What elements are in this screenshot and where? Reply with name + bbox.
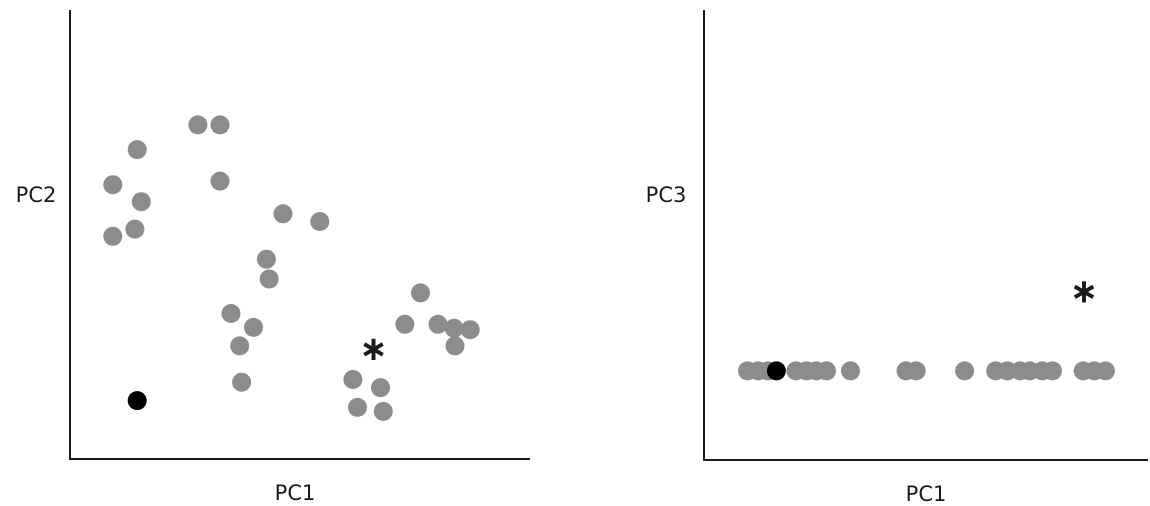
data-point (244, 317, 263, 337)
highlight-point (127, 391, 147, 411)
data-point (103, 226, 123, 246)
data-point (1043, 361, 1062, 381)
data-point (210, 115, 230, 135)
data-point (131, 192, 151, 212)
data-point (259, 269, 279, 289)
data-point (395, 314, 415, 334)
data-point (125, 219, 145, 239)
data-point (103, 175, 123, 195)
data-point (273, 204, 293, 224)
asterisk-marker: ∗ (359, 329, 388, 369)
data-point (428, 314, 448, 334)
y-axis-label: PC2 (16, 183, 57, 207)
x-axis-label: PC1 (275, 481, 316, 505)
y-axis-label: PC3 (646, 183, 687, 207)
data-point (127, 140, 147, 160)
data-point (256, 249, 276, 269)
data-point (841, 361, 860, 381)
x-axis-label: PC1 (906, 482, 947, 506)
data-point (411, 283, 430, 303)
data-point (230, 336, 250, 356)
data-point (445, 336, 465, 356)
data-point (348, 397, 367, 417)
data-points: ∗ (738, 271, 1115, 381)
data-point (955, 361, 975, 381)
data-point (221, 304, 241, 323)
data-point (817, 361, 836, 381)
data-point (343, 370, 363, 389)
pc1-pc3-scatter-plot: PC3 PC1 ∗ (646, 10, 1148, 506)
data-point (373, 401, 393, 421)
asterisk-marker: ∗ (1070, 271, 1099, 311)
data-point (210, 171, 230, 191)
data-point (460, 320, 480, 340)
pc1-pc2-scatter-plot: PC2 PC1 ∗ (16, 10, 530, 505)
data-point (444, 318, 464, 338)
data-point (188, 115, 208, 135)
data-points: ∗ (103, 115, 480, 421)
data-point (906, 361, 926, 381)
data-point (371, 378, 390, 398)
highlight-point (766, 361, 786, 381)
data-point (1095, 361, 1115, 381)
data-point (310, 212, 330, 231)
data-point (232, 372, 252, 392)
